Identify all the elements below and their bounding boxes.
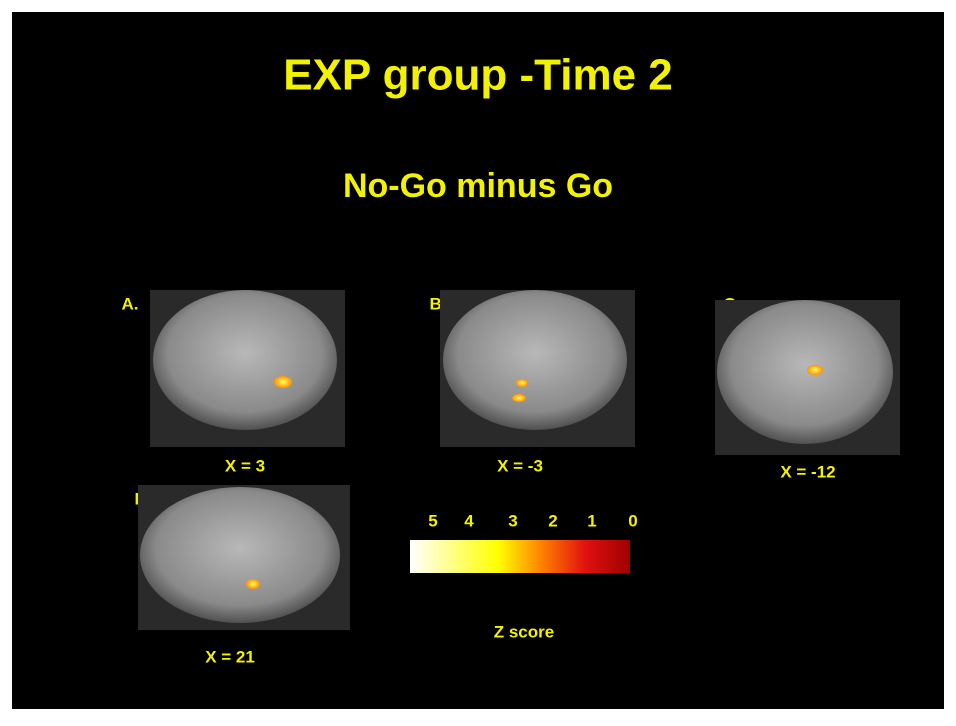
subtitle: No-Go minus Go [343,167,613,205]
colorbar-tick: 0 [628,511,637,530]
panel-caption: X = 21 [205,647,255,666]
page: EXP group -Time 2 No-Go minus Go A. X = … [0,0,956,721]
brain-image [138,485,350,630]
slide: EXP group -Time 2 No-Go minus Go A. X = … [0,0,956,721]
colorbar [410,540,630,573]
brain-image [150,290,345,447]
panel-caption: X = -3 [497,456,543,475]
panel-caption: X = -12 [780,462,835,481]
colorbar-tick: 1 [587,511,596,530]
panel-label: A. [122,294,139,313]
colorbar-tick: 4 [464,511,474,530]
title: EXP group -Time 2 [283,51,673,100]
panel-caption: X = 3 [225,456,265,475]
colorbar-tick: 5 [428,511,437,530]
colorbar-tick: 3 [508,511,517,530]
colorbar-label: Z score [494,622,554,641]
colorbar-tick: 2 [548,511,557,530]
brain-image [440,290,635,447]
brain-image [715,300,900,455]
